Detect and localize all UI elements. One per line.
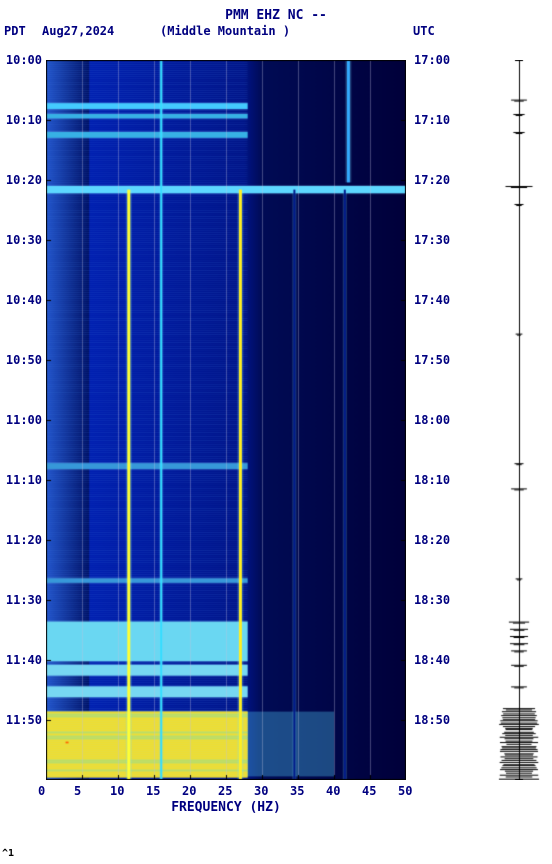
y-right-tick: 18:20 — [414, 533, 450, 547]
y-axis-left-labels: 10:0010:1010:2010:3010:4010:5011:0011:10… — [2, 60, 44, 780]
y-right-tick: 18:00 — [414, 413, 450, 427]
x-tick: 45 — [362, 784, 376, 798]
footnote: ^1 — [2, 848, 14, 859]
x-tick: 50 — [398, 784, 412, 798]
timezone-left-label: PDT — [4, 24, 26, 38]
y-left-tick: 10:40 — [6, 293, 42, 307]
x-tick: 15 — [146, 784, 160, 798]
x-tick: 10 — [110, 784, 124, 798]
y-right-tick: 17:50 — [414, 353, 450, 367]
x-tick: 20 — [182, 784, 196, 798]
y-left-tick: 10:50 — [6, 353, 42, 367]
y-right-tick: 17:30 — [414, 233, 450, 247]
station-location-label: (Middle Mountain ) — [160, 24, 290, 38]
y-left-tick: 11:50 — [6, 713, 42, 727]
spectrogram-plot — [46, 60, 406, 780]
y-right-tick: 17:10 — [414, 113, 450, 127]
x-tick: 40 — [326, 784, 340, 798]
x-tick: 5 — [74, 784, 81, 798]
station-channel-title: PMM EHZ NC -- — [0, 8, 552, 23]
y-left-tick: 11:30 — [6, 593, 42, 607]
y-left-tick: 10:30 — [6, 233, 42, 247]
y-left-tick: 10:10 — [6, 113, 42, 127]
date-label: Aug27,2024 — [42, 24, 114, 38]
y-left-tick: 11:10 — [6, 473, 42, 487]
y-right-tick: 17:40 — [414, 293, 450, 307]
x-tick: 30 — [254, 784, 268, 798]
spectrogram-container: PMM EHZ NC -- PDT Aug27,2024 (Middle Mou… — [0, 0, 552, 864]
y-left-tick: 10:00 — [6, 53, 42, 67]
y-right-tick: 18:10 — [414, 473, 450, 487]
timezone-right-label: UTC — [413, 24, 435, 38]
y-right-tick: 18:50 — [414, 713, 450, 727]
x-axis-title: FREQUENCY (HZ) — [46, 800, 406, 815]
amplitude-trace — [497, 60, 542, 780]
y-left-tick: 11:00 — [6, 413, 42, 427]
y-right-tick: 18:40 — [414, 653, 450, 667]
y-right-tick: 18:30 — [414, 593, 450, 607]
y-right-tick: 17:20 — [414, 173, 450, 187]
y-left-tick: 10:20 — [6, 173, 42, 187]
x-tick: 25 — [218, 784, 232, 798]
y-left-tick: 11:40 — [6, 653, 42, 667]
x-tick: 0 — [38, 784, 45, 798]
x-tick: 35 — [290, 784, 304, 798]
y-right-tick: 17:00 — [414, 53, 450, 67]
y-axis-right-labels: 17:0017:1017:2017:3017:4017:5018:0018:10… — [412, 60, 454, 780]
y-left-tick: 11:20 — [6, 533, 42, 547]
